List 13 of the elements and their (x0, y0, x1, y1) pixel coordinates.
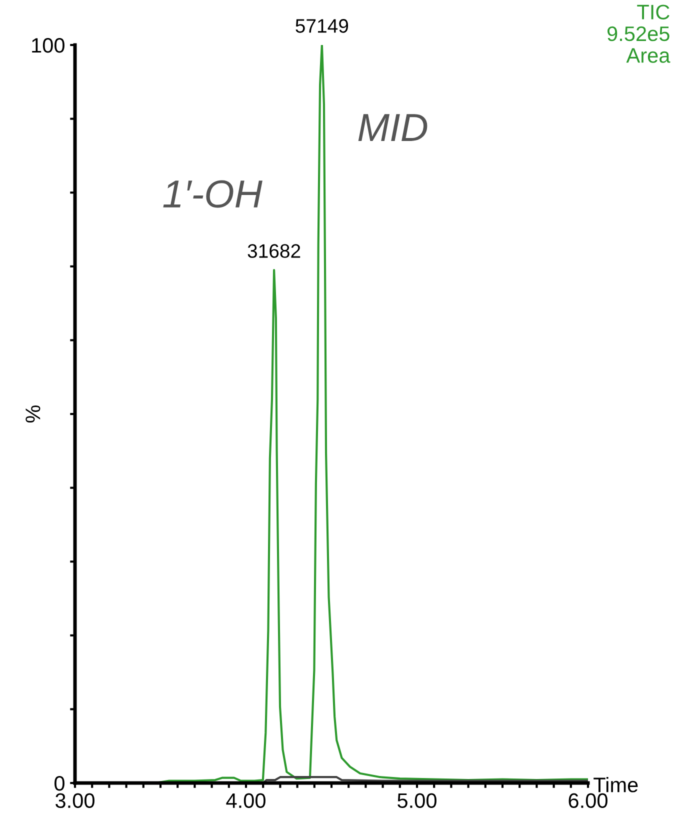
x-tick-label: 5.00 (398, 793, 436, 808)
x-axis-title: Time (594, 776, 638, 792)
x-tick-label: 4.00 (226, 793, 266, 808)
annotation: 1′-OH (163, 180, 262, 208)
y-tick-label: 100 (32, 38, 64, 53)
annotation: 57149 (296, 19, 348, 33)
x-tick-label: 6.00 (568, 793, 608, 808)
text: TIC 9.52e5 Area (607, 4, 670, 63)
y-tick-label: 0 (54, 776, 64, 791)
annotation: MID (358, 114, 428, 141)
y-axis-title: % (26, 405, 40, 423)
x-tick-label: 3.00 (56, 793, 94, 808)
annotation: 31682 (248, 244, 300, 258)
